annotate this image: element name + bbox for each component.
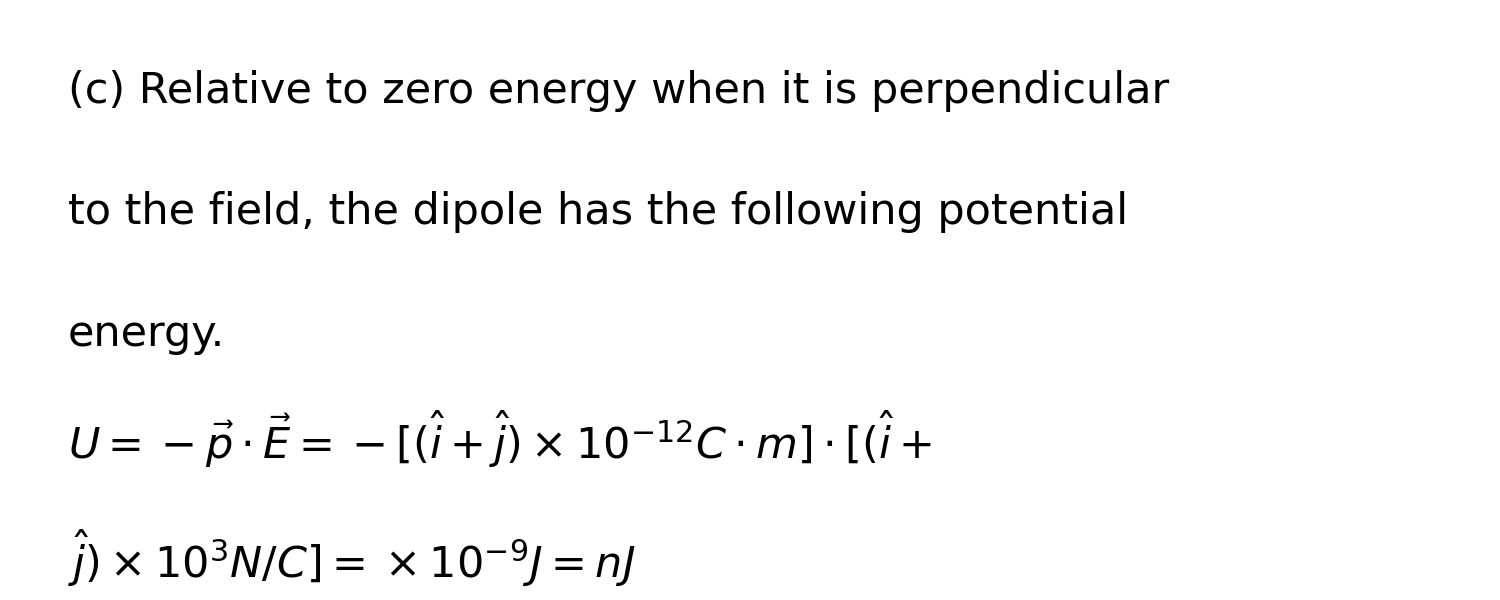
Text: $\hat{j}) \times 10^{3} N/C] = \times 10^{-9} J = nJ$: $\hat{j}) \times 10^{3} N/C] = \times 10… xyxy=(68,528,634,589)
Text: to the field, the dipole has the following potential: to the field, the dipole has the followi… xyxy=(68,191,1128,233)
Text: (c) Relative to zero energy when it is perpendicular: (c) Relative to zero energy when it is p… xyxy=(68,70,1168,112)
Text: energy.: energy. xyxy=(68,313,225,355)
Text: $U = -\vec{p} \cdot \vec{E} = -[(\hat{i} + \hat{j}) \times 10^{-12} C \cdot m] \: $U = -\vec{p} \cdot \vec{E} = -[(\hat{i}… xyxy=(68,409,931,470)
